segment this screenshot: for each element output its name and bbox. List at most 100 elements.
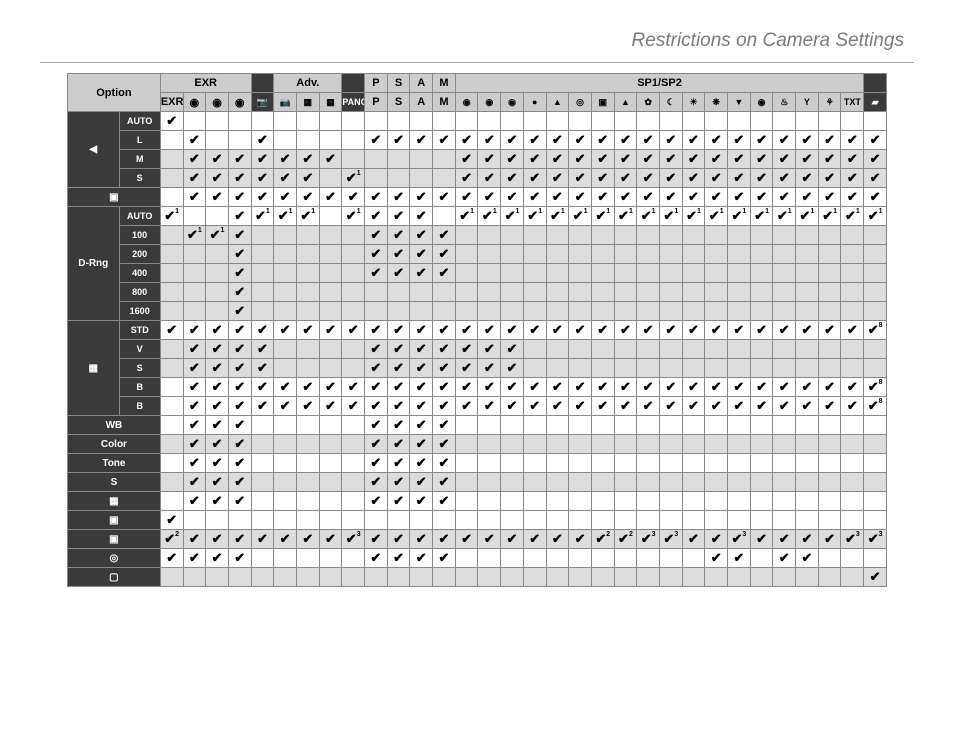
cell [342,340,365,359]
cell [455,511,478,530]
cell [659,112,682,131]
cell [319,112,342,131]
cell [206,302,229,321]
cell: ✔ [796,131,819,150]
cell: ✔ [637,378,660,397]
cell: ✔ [387,549,410,568]
col-header: ☾ [659,93,682,112]
cell: ✔ [228,378,251,397]
cell: ✔ [365,473,388,492]
cell [319,359,342,378]
cell: ✔ [659,188,682,207]
cell [750,302,773,321]
cell: ✔ [183,359,206,378]
cell [365,169,388,188]
cell: ✔2 [160,530,183,549]
cell: ✔ [206,473,229,492]
cell [433,207,456,226]
cell [569,416,592,435]
cell [274,511,297,530]
cell [569,435,592,454]
cell: ✔ [387,264,410,283]
cell: ✔ [206,492,229,511]
table-row: ▣✔✔✔✔✔✔✔✔✔✔✔✔✔✔✔✔✔✔✔✔✔✔✔✔✔✔✔✔✔✔✔ [68,188,887,207]
cell [455,473,478,492]
cell [183,264,206,283]
restrictions-table: OptionEXRAdv.PSAMSP1/SP2 EXR◉◉◉📷📷▦▦PANOP… [67,73,887,587]
cell: ✔ [728,150,751,169]
cell [342,245,365,264]
cell [728,283,751,302]
cell [682,112,705,131]
page-title: Restrictions on Camera Settings [40,30,914,52]
cell: ✔ [773,397,796,416]
cell [569,245,592,264]
col-header: M [433,93,456,112]
cell [296,302,319,321]
cell: ✔ [455,169,478,188]
cell: ✔ [296,321,319,340]
cell [682,473,705,492]
cell [342,264,365,283]
cell: ✔ [523,378,546,397]
cell [796,359,819,378]
cell: ✔ [796,378,819,397]
cell [682,226,705,245]
cell [228,511,251,530]
cell [160,131,183,150]
cell: ✔ [546,169,569,188]
col-group-header [342,74,365,93]
col-header: 📷 [274,93,297,112]
cell [478,416,501,435]
table-row: 200✔✔✔✔✔ [68,245,887,264]
cell [478,112,501,131]
cell [342,435,365,454]
table-row: ◎✔✔✔✔✔✔✔✔✔✔✔✔ [68,549,887,568]
title-rule [40,62,914,63]
cell: ✔ [410,131,433,150]
cell [410,283,433,302]
cell: ✔ [501,340,524,359]
cell: ✔1 [342,169,365,188]
cell [773,359,796,378]
cell: ✔ [773,321,796,340]
cell: ✔ [342,378,365,397]
cell: ✔ [864,169,887,188]
cell [523,511,546,530]
cell: ✔ [705,530,728,549]
table-row: ◀AUTO✔ [68,112,887,131]
cell: ✔ [274,150,297,169]
cell: ✔ [773,188,796,207]
cell: ✔ [228,340,251,359]
cell: ✔2 [614,530,637,549]
cell: ✔1 [478,207,501,226]
cell: ✔ [387,492,410,511]
cell [591,492,614,511]
cell [591,302,614,321]
cell [637,340,660,359]
col-header: ◉ [478,93,501,112]
cell: ✔ [365,435,388,454]
cell [591,283,614,302]
cell [818,473,841,492]
cell: ✔ [228,549,251,568]
cell: ✔ [410,530,433,549]
cell: ✔ [818,378,841,397]
cell: ✔ [455,321,478,340]
cell [864,112,887,131]
cell [569,511,592,530]
row-group-label: ▦ [68,321,120,416]
col-header: ◉ [228,93,251,112]
cell [478,568,501,587]
cell [569,112,592,131]
cell: ✔ [682,321,705,340]
cell: ✔1 [682,207,705,226]
col-group-header: P [365,74,388,93]
cell: ✔ [841,131,864,150]
cell [841,264,864,283]
cell: ✔ [478,397,501,416]
cell [523,359,546,378]
table-row: 1600✔ [68,302,887,321]
cell [773,492,796,511]
cell [705,435,728,454]
